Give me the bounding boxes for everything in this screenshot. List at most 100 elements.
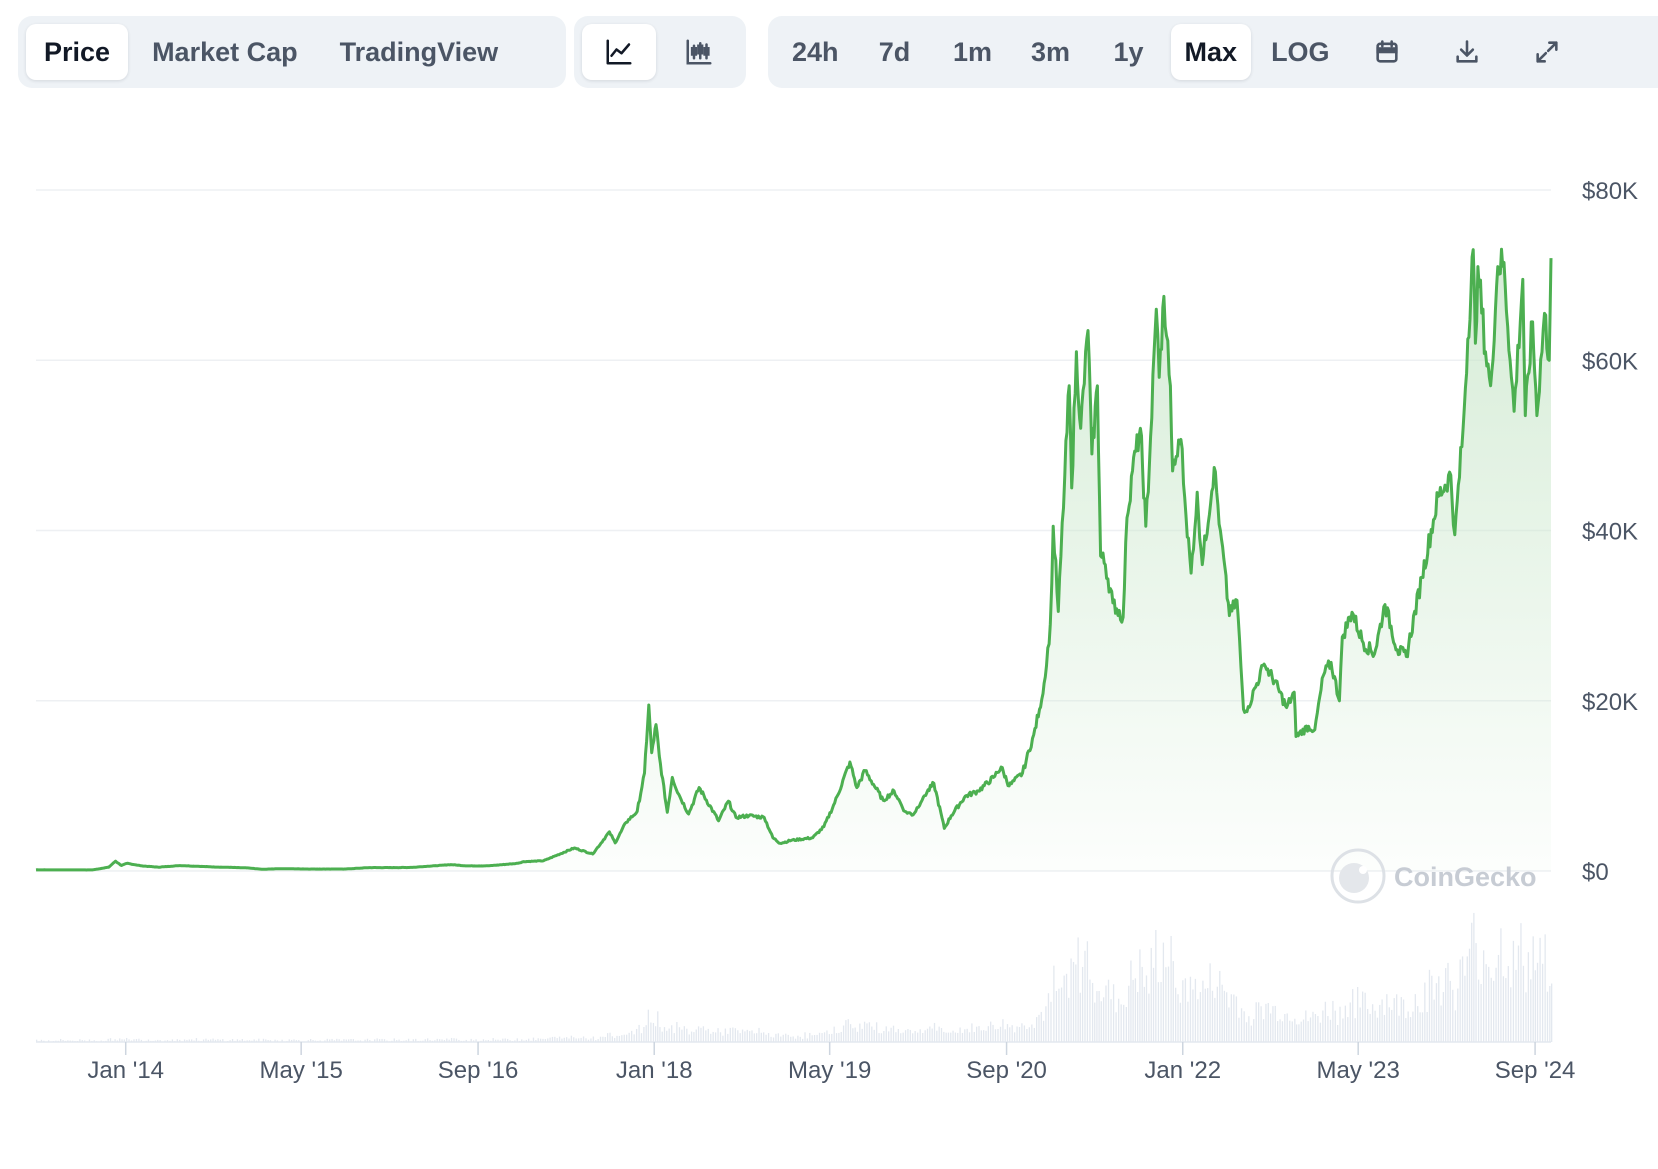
volume-bar	[931, 1028, 933, 1042]
volume-bar	[1505, 978, 1507, 1042]
volume-bar	[1551, 983, 1553, 1042]
volume-bar	[1468, 948, 1471, 1042]
volume-bar	[1314, 1014, 1317, 1042]
volume-bar	[81, 1040, 83, 1042]
volume-bar	[116, 1040, 119, 1042]
calendar-button[interactable]	[1350, 24, 1424, 80]
volume-bar	[1527, 952, 1530, 1042]
volume-bar	[494, 1039, 497, 1042]
volume-bar	[393, 1038, 395, 1042]
volume-bar	[1192, 989, 1194, 1042]
download-button[interactable]	[1430, 24, 1504, 80]
volume-bar	[1347, 1017, 1349, 1042]
volume-bar	[1374, 1010, 1376, 1042]
volume-bar	[504, 1038, 506, 1042]
time-axis: Jan '14 May '15 Sep '16 Jan '18 May '19 Sep '…	[36, 1041, 1575, 1084]
volume-bar	[1063, 975, 1065, 1042]
volume-bar	[366, 1038, 369, 1042]
volume-bar	[1016, 1026, 1018, 1042]
volume-bar	[1344, 1005, 1347, 1042]
volume-bar	[502, 1038, 504, 1042]
volume-bar	[1495, 967, 1497, 1042]
volume-bar	[1322, 1010, 1324, 1042]
range-selector: 24h 7d 1m 3m 1y Max LOG	[768, 16, 1658, 88]
volume-bar	[1021, 1023, 1023, 1042]
volume-bar	[506, 1038, 509, 1042]
volume-bar	[705, 1030, 707, 1042]
volume-bar	[1152, 967, 1155, 1042]
volume-bar	[753, 1033, 755, 1042]
range-3m[interactable]: 3m	[1031, 36, 1071, 67]
volume-bar	[1449, 980, 1451, 1042]
volume-bar	[88, 1039, 91, 1042]
range-max[interactable]: Max	[1170, 24, 1252, 80]
range-24h[interactable]: 24h	[792, 36, 839, 67]
volume-bar	[611, 1036, 613, 1042]
volume-bar	[1334, 1010, 1336, 1042]
volume-bar	[497, 1039, 499, 1042]
volume-bar	[1274, 1005, 1276, 1042]
volume-bar	[128, 1039, 130, 1042]
calendar-icon	[1375, 40, 1398, 63]
volume-bar	[217, 1039, 219, 1042]
volume-bar	[971, 1023, 973, 1042]
volume-bar	[1084, 950, 1086, 1042]
volume-bar	[1371, 1004, 1374, 1042]
volume-bar	[1219, 970, 1221, 1042]
volume-bar	[147, 1039, 150, 1042]
volume-bar	[714, 1032, 717, 1042]
volume-bar	[1530, 979, 1532, 1042]
volume-bar	[1243, 1011, 1245, 1042]
volume-bar	[1405, 1018, 1407, 1042]
volume-bar	[281, 1039, 283, 1042]
volume-bar	[324, 1040, 326, 1042]
volume-bar	[1091, 982, 1094, 1042]
volume-bar	[154, 1040, 157, 1042]
volume-bar	[739, 1033, 741, 1042]
volume-bars	[36, 912, 1553, 1042]
volume-bar	[1102, 997, 1105, 1042]
candlestick-chart-button[interactable]	[662, 24, 736, 80]
tab-price[interactable]: Price	[26, 24, 129, 80]
expand-button[interactable]	[1510, 24, 1584, 80]
volume-bar	[1055, 990, 1058, 1042]
volume-bar	[126, 1037, 128, 1042]
tab-market-cap[interactable]: Market Cap	[152, 36, 298, 67]
volume-bar	[973, 1031, 975, 1042]
volume-bar	[528, 1038, 530, 1042]
volume-bar	[183, 1039, 186, 1042]
volume-bar	[1214, 997, 1216, 1042]
volume-bar	[93, 1040, 95, 1042]
volume-bar	[917, 1032, 919, 1042]
volume-bar	[732, 1027, 734, 1042]
volume-bar	[760, 1032, 762, 1042]
range-1y[interactable]: 1y	[1113, 36, 1144, 67]
range-7d[interactable]: 7d	[878, 36, 911, 67]
volume-bar	[568, 1038, 570, 1042]
volume-bar	[1096, 991, 1098, 1042]
volume-bar	[1006, 1024, 1009, 1042]
line-chart-button[interactable]	[582, 24, 656, 80]
volume-bar	[427, 1038, 429, 1042]
tab-tradingview[interactable]: TradingView	[339, 36, 499, 67]
volume-bar	[1317, 1015, 1319, 1042]
volume-bar	[1379, 1004, 1381, 1042]
range-log[interactable]: LOG	[1271, 36, 1330, 67]
volume-bar	[828, 1034, 831, 1042]
volume-bar	[1534, 970, 1537, 1042]
volume-bar	[381, 1038, 383, 1042]
volume-bar	[744, 1031, 746, 1042]
volume-bar	[241, 1039, 243, 1042]
price-chart[interactable]: $0 $20K $40K $60K $80K Jan '14 May '15 Sep '16…	[0, 100, 1658, 1169]
volume-bar	[1349, 1002, 1351, 1042]
volume-bar	[785, 1033, 787, 1042]
volume-bar	[765, 1034, 767, 1042]
range-1m[interactable]: 1m	[953, 36, 993, 67]
volume-bar	[1312, 1011, 1314, 1042]
volume-bar	[135, 1039, 138, 1042]
volume-bar	[1130, 960, 1132, 1042]
volume-bar	[1157, 982, 1160, 1042]
volume-bar	[763, 1032, 765, 1042]
volume-bar	[369, 1040, 371, 1042]
y-tick-label: $0	[1582, 859, 1609, 886]
